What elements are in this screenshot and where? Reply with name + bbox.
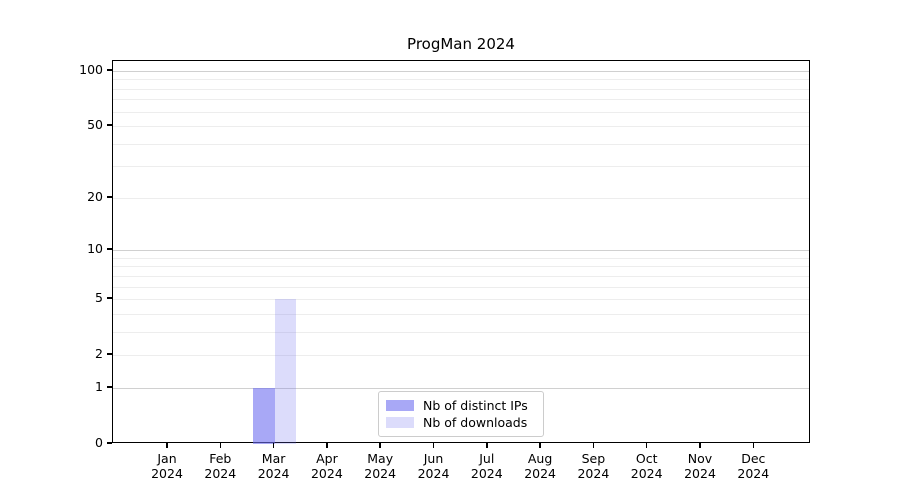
x-tick-year: 2024 [310,466,343,481]
gridline-minor [113,126,809,128]
x-tick-month: Oct [635,451,658,466]
gridline-minor [113,355,809,357]
gridline-minor [113,79,809,81]
legend-item: Nb of distinct IPs [386,397,535,414]
x-tick-year: 2024 [577,466,610,481]
x-tick-label: Sep 2024 [563,451,623,481]
x-tick-label: Nov 2024 [670,451,730,481]
x-tick-mark [592,443,595,448]
y-tick-label: 100 [79,61,103,77]
y-tick-label: 0 [95,435,103,450]
x-tick-month: Jul [479,451,495,466]
x-tick-year: 2024 [417,466,450,481]
x-tick-mark [752,443,755,448]
x-tick-year: 2024 [737,466,770,481]
gridline-minor [113,286,809,288]
x-tick-label: Jan 2024 [137,451,197,481]
y-tick-label: 50 [87,117,103,133]
x-tick-label: Jul 2024 [457,451,517,481]
legend-swatch [386,417,414,428]
x-tick-year: 2024 [257,466,290,481]
x-tick-month: Dec [741,451,766,466]
legend-item-label: Nb of downloads [423,415,528,430]
x-tick-mark [379,443,381,448]
y-tick-label: 20 [87,188,103,204]
plot-area [112,60,810,444]
x-tick-label: Aug 2024 [510,451,570,481]
x-tick-mark [219,443,222,448]
x-tick-year: 2024 [630,466,663,481]
x-tick-month: Jan [157,451,177,466]
legend-swatch [386,400,414,411]
x-tick-month: May [367,451,394,466]
y-tick-mark [107,386,112,388]
y-tick-mark [107,124,112,126]
gridline-major [113,387,809,389]
chart-title: ProgMan 2024 [407,35,515,53]
y-tick-mark [107,69,112,71]
x-tick-mark [699,443,701,448]
gridline-minor [113,313,809,315]
x-tick-month: Nov [687,451,713,466]
x-tick-label: Feb 2024 [190,451,250,481]
gridline-minor [113,111,809,113]
y-tick-label: 10 [87,241,103,257]
legend-item-label: Nb of distinct IPs [423,398,528,413]
x-tick-year: 2024 [204,466,237,481]
gridline-major [113,250,809,252]
x-tick-label: Apr 2024 [297,451,357,481]
gridline-minor [113,99,809,101]
legend: Nb of distinct IPs Nb of downloads [378,391,544,437]
gridline-minor [113,331,809,333]
bar-nb-of-downloads-mar [274,299,296,444]
x-tick-month: Feb [209,451,232,466]
x-tick-year: 2024 [470,466,503,481]
x-tick-mark [272,443,275,448]
gridline-minor [113,275,809,277]
x-tick-label: Jun 2024 [404,451,464,481]
x-tick-month: Sep [581,451,606,466]
gridline-minor [113,266,809,268]
gridline-minor [113,143,809,145]
y-tick-label: 2 [95,346,103,362]
y-tick-label: 5 [95,290,103,306]
x-tick-mark [326,443,328,448]
x-tick-month: Mar [261,451,286,466]
y-tick-mark [107,196,112,198]
gridline-minor [113,257,809,259]
y-tick-mark [107,297,112,299]
gridline-minor [113,197,809,199]
y-tick-mark [107,353,112,355]
gridline-major [113,70,809,72]
x-tick-month: Aug [527,451,553,466]
x-tick-label: Mar 2024 [244,451,304,481]
x-tick-label: Oct 2024 [617,451,677,481]
x-tick-label: May 2024 [350,451,410,481]
x-tick-month: Apr [316,451,338,466]
x-tick-mark [539,443,541,448]
legend-item: Nb of downloads [386,414,535,431]
gridline-minor [113,299,809,301]
gridline-minor [113,166,809,168]
x-tick-year: 2024 [524,466,556,481]
y-tick-mark [107,442,112,444]
y-tick-label: 1 [95,378,103,394]
x-tick-mark [486,443,488,448]
x-tick-mark [432,443,435,448]
x-tick-year: 2024 [364,466,397,481]
x-tick-year: 2024 [684,466,716,481]
y-tick-mark [107,248,112,250]
bar-nb-of-distinct-ips-mar [253,387,275,444]
x-tick-month: Jun [423,451,444,466]
gridline-minor [113,88,809,90]
x-tick-mark [645,443,648,448]
x-tick-year: 2024 [151,466,183,481]
x-tick-label: Dec 2024 [723,451,783,481]
x-tick-mark [166,443,168,448]
